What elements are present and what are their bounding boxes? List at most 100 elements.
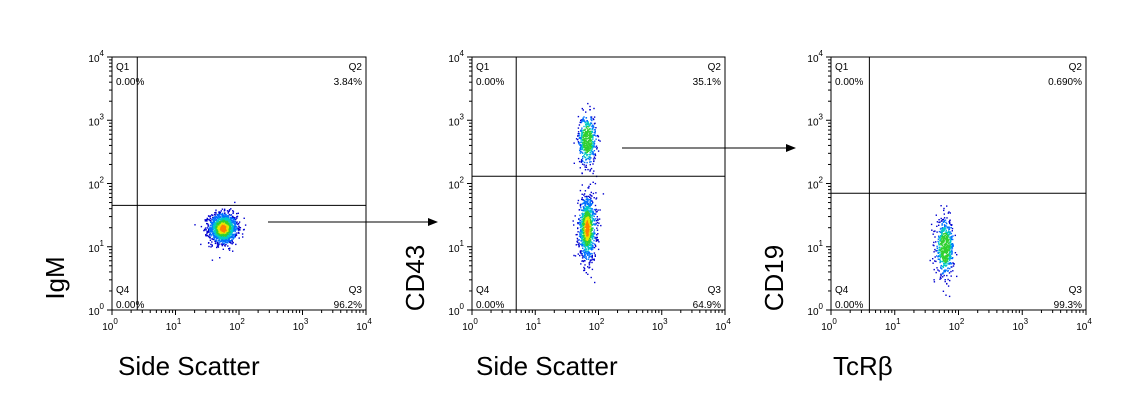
event-dot [216,214,219,216]
event-dot [593,150,596,152]
event-dot [587,149,589,151]
event-dot [592,218,594,221]
event-dot [579,144,582,146]
event-dot [589,105,591,108]
event-dot [585,142,587,145]
event-dot [217,215,219,218]
event-dot [581,254,583,256]
event-dot [937,251,939,254]
event-dot [588,233,591,235]
event-dot [939,221,941,223]
event-dot [588,264,591,266]
event-dot [590,157,592,159]
event-dot [582,215,584,217]
event-dot [221,218,223,220]
event-dot [591,235,593,237]
event-dot [223,208,226,210]
event-dot [584,236,586,238]
x-tick-label: 101 [885,317,901,333]
event-dot [938,270,940,272]
event-dot [947,239,950,242]
event-dot [598,218,601,220]
event-dot [584,230,586,232]
event-dot [948,246,951,249]
event-dot [226,221,228,223]
event-dot [940,273,942,275]
y-axis-ticks [467,56,472,311]
event-dot [948,244,950,247]
quadrant-label: Q2 [1069,62,1083,73]
event-dot [583,230,586,232]
event-dot [229,235,231,238]
event-dot [593,141,595,143]
event-dot [221,212,224,215]
event-dot [236,232,238,234]
event-dot [586,217,588,219]
event-dot [591,211,593,214]
event-dot [583,238,585,241]
event-dot [583,227,586,229]
event-dot [948,228,951,231]
event-dot [215,241,217,243]
event-dot [580,129,583,131]
event-dot [209,233,212,235]
event-dot [943,239,945,242]
event-dot [587,134,589,136]
event-dot [576,241,579,243]
event-dot [946,282,948,285]
event-dot [229,233,231,235]
event-dot [581,163,584,165]
event-dot [225,226,227,228]
y-tick-label: 103 [88,112,104,128]
event-dot [234,220,236,222]
event-dot [590,222,592,224]
y-axis-title: CD43 [400,245,430,311]
event-dot [226,228,229,230]
event-dot [951,266,953,268]
event-dot [584,169,587,171]
event-dot [209,227,211,230]
event-dot [585,126,588,129]
event-dot [591,244,593,246]
event-dot [229,222,231,224]
event-dot [227,223,230,225]
event-dot [579,224,581,226]
event-dot [943,260,945,262]
event-dot [592,181,594,183]
event-dot [584,231,586,234]
event-dot [578,137,580,139]
event-dot [941,254,944,257]
event-dot [209,232,212,234]
event-dot [584,226,586,228]
event-dot [219,257,221,259]
event-dot [941,247,943,250]
event-dot [231,224,234,226]
event-dot [943,220,945,222]
event-dot [583,210,585,212]
event-dot [940,217,942,220]
event-dot [583,134,585,136]
event-dot [232,226,234,229]
event-dot [214,217,217,220]
event-dot [588,251,590,253]
event-dot [581,184,583,186]
event-dot [233,221,235,223]
event-dot [588,213,591,216]
event-dot [227,211,230,213]
y-tick-label: 104 [807,49,823,65]
event-dot [228,238,230,241]
event-dot [591,140,594,143]
event-dot [595,197,598,199]
event-dot [582,255,584,257]
event-dot [234,226,236,229]
event-dot [592,248,594,250]
event-dot [597,224,599,227]
event-dot [938,258,941,261]
event-dot [214,214,216,216]
event-dot [587,147,589,149]
event-dot [590,207,592,209]
event-dot [580,232,582,234]
event-dot [592,201,594,204]
event-dot [586,208,589,211]
event-dot [952,257,954,259]
